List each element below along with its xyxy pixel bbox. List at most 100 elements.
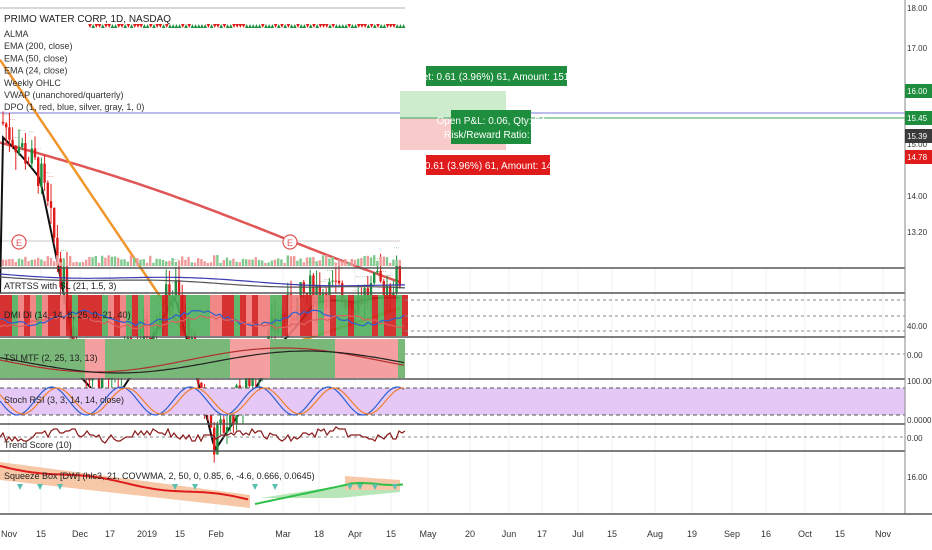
volume-bar — [191, 262, 193, 266]
volume-bar — [271, 261, 273, 266]
earnings-marker[interactable]: E — [283, 235, 297, 249]
dpo-dot: ··· — [381, 269, 387, 275]
volume-bar — [347, 262, 349, 266]
volume-bar — [8, 259, 10, 266]
dpo-dot: ··· — [13, 135, 19, 141]
dmi-pane[interactable] — [0, 295, 932, 337]
volume-bar — [152, 263, 154, 266]
legend-item[interactable]: EMA (50, close) — [4, 53, 68, 63]
pane-label-dmi[interactable]: DMI DI (14, 14, 8, 25, 0, 21, 40) — [4, 310, 131, 320]
candle[interactable] — [213, 422, 215, 463]
volume-bar — [53, 261, 55, 266]
volume-bar — [331, 257, 333, 266]
pane-tick: 100.0000 — [907, 377, 932, 386]
time-axis[interactable]: Nov 15 Dec 17 2019 15 Feb Mar 18 Apr 15 May 20 Jun 17 J… — [0, 514, 932, 539]
atr-pane[interactable] — [0, 268, 932, 293]
dpo-dot: ··· — [323, 278, 329, 284]
volume-bar — [114, 256, 116, 266]
squeeze-pane[interactable] — [0, 462, 403, 508]
volume-bar — [11, 259, 13, 266]
legend-item[interactable]: Weekly OHLC — [4, 78, 61, 88]
volume-bar — [155, 259, 157, 266]
trend-score-pane[interactable] — [0, 427, 932, 451]
legend-item[interactable]: EMA (200, close) — [4, 41, 73, 51]
time-tick: Jun — [502, 529, 517, 539]
earnings-marker[interactable]: E — [12, 235, 26, 249]
volume-bar — [207, 263, 209, 266]
pane-tick: 16.00 — [907, 473, 928, 482]
volume-bar — [283, 263, 285, 266]
volume-bar — [328, 259, 330, 266]
volume-bar — [197, 258, 199, 266]
legend-item[interactable]: EMA (24, close) — [4, 66, 68, 76]
volume-bar — [274, 260, 276, 266]
pane-label-trend[interactable]: Trend Score (10) — [4, 440, 72, 450]
price-tick: 14.00 — [907, 192, 928, 201]
earnings-label: E — [16, 238, 22, 248]
volume-bar — [360, 258, 362, 266]
time-tick: 15 — [36, 529, 46, 539]
dpo-dot: ··· — [3, 112, 9, 118]
volume-bar — [370, 257, 372, 266]
volume-bar — [184, 260, 186, 266]
open-pnl-text: Open P&L: 0.06, Qty: 24 — [437, 116, 546, 127]
stoch-rsi-pane[interactable] — [0, 387, 932, 424]
candle[interactable] — [373, 272, 375, 285]
volume-bar — [315, 261, 317, 266]
volume-bar — [357, 259, 359, 266]
target-label-text: Target: 0.61 (3.96%) 61, Amount: 1514.64 — [403, 72, 589, 83]
dpo-dot: ··· — [355, 275, 361, 281]
dpo-dot: ··· — [61, 248, 67, 254]
volume-bar — [27, 261, 29, 266]
volume-bar — [162, 260, 164, 266]
price-axis[interactable]: 18.00 17.00 16.00 15.00 14.00 13.20 16.00 15.4… — [905, 0, 932, 514]
price-tags: 16.0015.4515.3914.78 — [905, 84, 932, 164]
symbol-title[interactable]: PRIMO WATER CORP, 1D, NASDAQ — [4, 14, 171, 25]
tsi-pane[interactable] — [0, 339, 932, 379]
svg-text:15.39: 15.39 — [907, 132, 928, 141]
pane-label-squeeze[interactable]: Squeeze Box [DW] (hlc3, 21, COVWMA, 2, 5… — [4, 471, 315, 481]
volume-bar — [101, 256, 103, 266]
volume-bar — [136, 258, 138, 266]
price-tag: 14.78 — [905, 150, 932, 164]
pane-label-tsi[interactable]: TSI MTF (2, 25, 13, 13) — [4, 353, 98, 363]
volume-bar — [290, 256, 292, 266]
volume-bar — [386, 257, 388, 266]
volume-bar — [226, 258, 228, 266]
volume-bar — [59, 262, 61, 266]
volume-bar — [146, 263, 148, 266]
volume-bar — [187, 257, 189, 266]
pane-label-atr[interactable]: ATRTSS with SL (21, 1.5, 3) — [4, 281, 116, 291]
volume-bar — [261, 260, 263, 266]
volume-bar — [399, 260, 401, 266]
volume-bar — [21, 259, 23, 266]
volume-bar — [389, 263, 391, 266]
legend-item[interactable]: ALMA — [4, 29, 29, 39]
time-tick: May — [419, 529, 437, 539]
open-pnl-label[interactable]: Open P&L: 0.06, Qty: 24 Risk/Reward Rati… — [437, 110, 546, 144]
volume-bar — [79, 262, 81, 266]
target-label[interactable]: Target: 0.61 (3.96%) 61, Amount: 1514.64 — [403, 66, 589, 86]
pane-label-stoch[interactable]: Stoch RSI (3, 3, 14, 14, close) — [4, 395, 124, 405]
volume-bar — [325, 255, 327, 266]
time-tick: Apr — [348, 529, 362, 539]
volume-bar — [210, 262, 212, 266]
legend-item[interactable]: VWAP (unanchored/quarterly) — [4, 90, 124, 100]
volume-bar — [130, 255, 132, 266]
volume-bar — [242, 259, 244, 266]
volume-bar — [306, 257, 308, 266]
volume-bar — [50, 258, 52, 266]
candle[interactable] — [335, 267, 337, 294]
volume-bar — [395, 260, 397, 266]
volume-bar — [143, 259, 145, 266]
volume-bar — [235, 262, 237, 266]
candle[interactable] — [59, 252, 61, 299]
volume-bar — [309, 257, 311, 266]
time-tick: Dec — [72, 529, 89, 539]
volume-bar — [258, 260, 260, 266]
volume-bar — [287, 255, 289, 266]
volume-bar — [82, 262, 84, 266]
legend-item[interactable]: DPO (1, red, blue, silver, gray, 1, 0) — [4, 102, 144, 112]
time-tick: 16 — [761, 529, 771, 539]
